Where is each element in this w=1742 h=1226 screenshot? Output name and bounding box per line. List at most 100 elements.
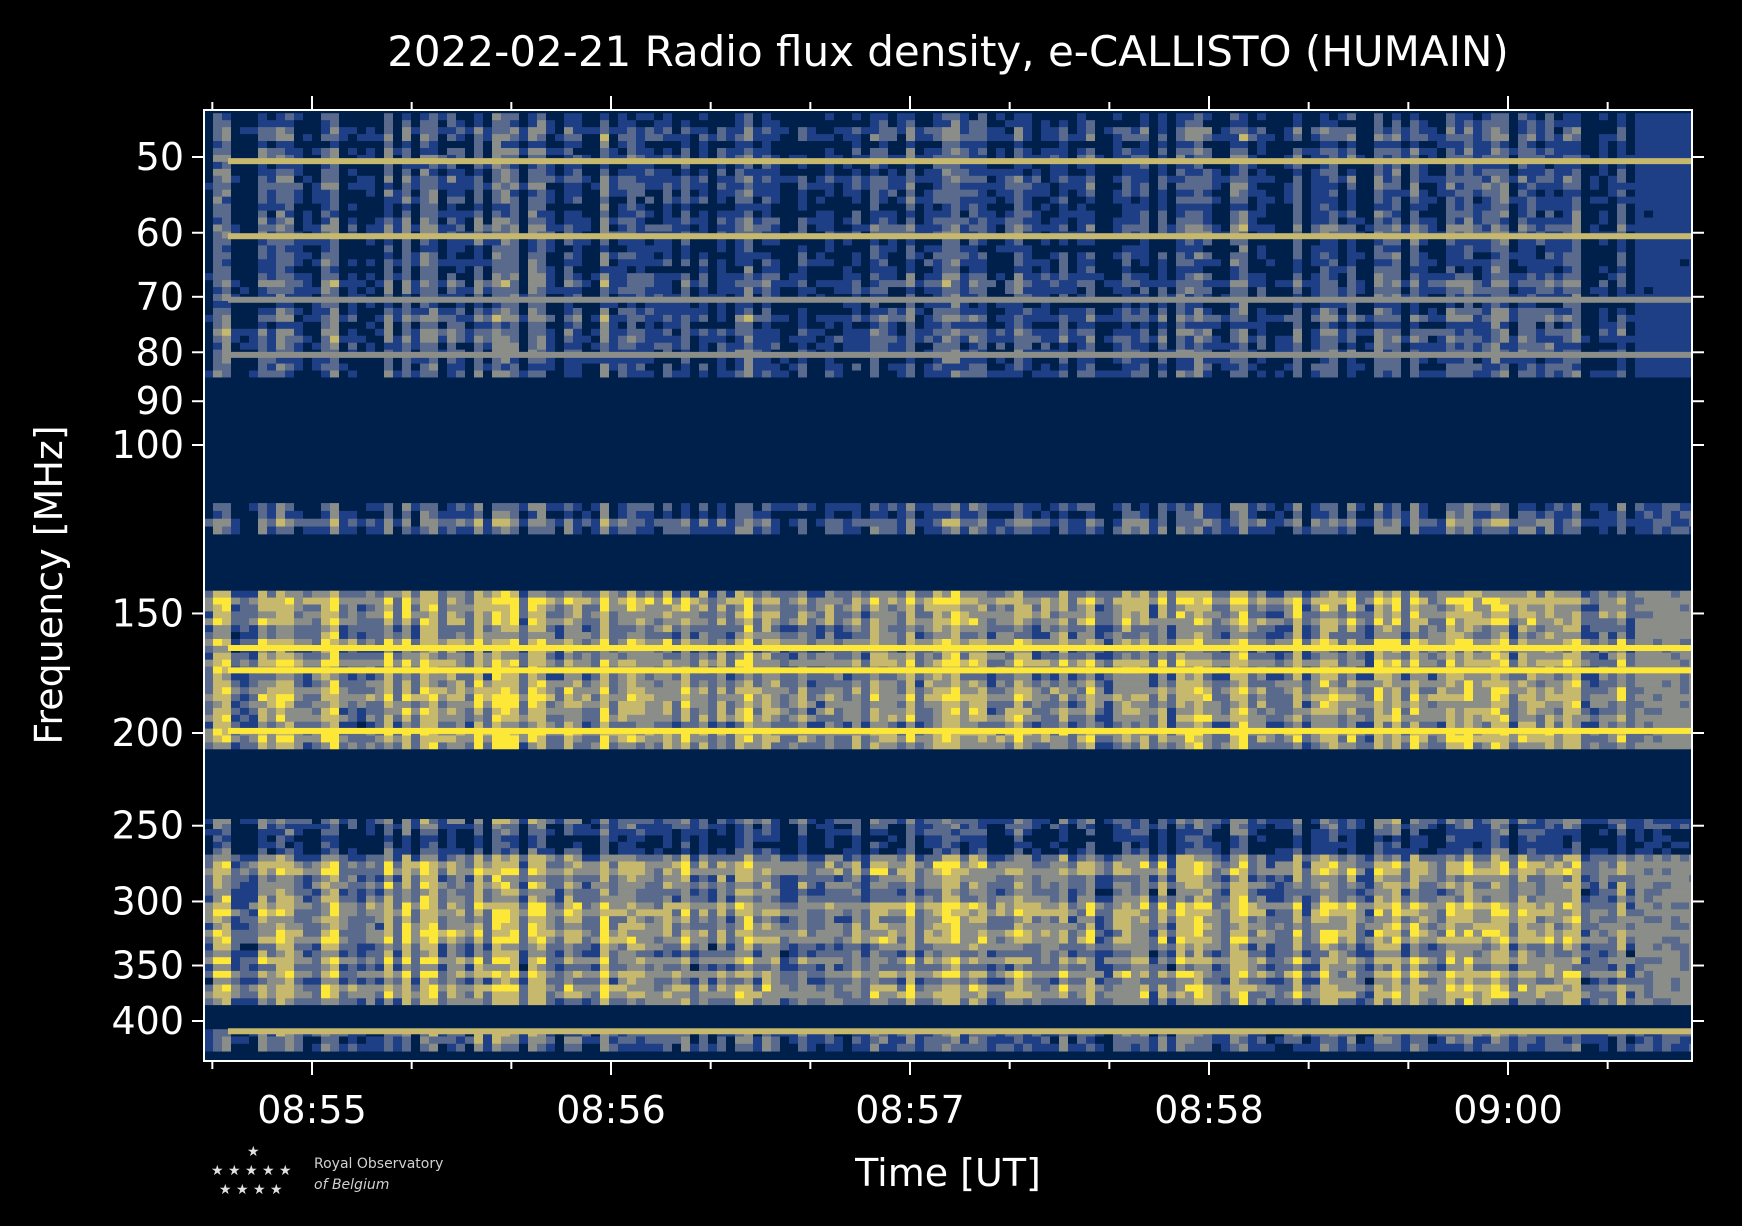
band-cell [510, 113, 520, 121]
band-cell [1365, 314, 1375, 323]
band-cell [1554, 168, 1564, 177]
band-cell [1059, 210, 1069, 219]
band-cell [1275, 203, 1285, 212]
band-cell [1527, 134, 1537, 142]
band-cell [1410, 134, 1420, 142]
band-cell [852, 147, 862, 156]
band-cell [663, 134, 673, 142]
band-cell [753, 161, 763, 170]
band-cell [1401, 217, 1411, 225]
band-cell [546, 217, 556, 225]
band-cell [1284, 217, 1294, 225]
band-cell [708, 300, 718, 309]
band-cell [1086, 120, 1096, 128]
band-cell [447, 266, 457, 274]
band-cell [906, 182, 916, 191]
band-cell [285, 175, 295, 184]
band-cell [375, 161, 385, 170]
band-cell [465, 287, 475, 295]
band-cell [1005, 273, 1015, 281]
band-cell [933, 175, 943, 184]
band-cell [1338, 168, 1348, 177]
band-cell [627, 141, 637, 149]
band-cell [483, 280, 493, 288]
band-cell [906, 224, 916, 232]
band-cell [1572, 300, 1582, 309]
band-cell [1293, 196, 1303, 205]
band-cell [276, 134, 286, 142]
band-cell [222, 141, 232, 149]
band-cell [1005, 245, 1015, 253]
band-cell [1176, 224, 1186, 232]
band-cell [384, 217, 394, 225]
band-cell [987, 113, 997, 121]
band-cell [555, 266, 565, 274]
band-cell [1212, 134, 1222, 142]
band-cell [645, 161, 655, 170]
band-cell [519, 314, 529, 323]
band-cell [690, 238, 700, 246]
band-cell [447, 168, 457, 177]
band-cell [1689, 266, 1692, 274]
band-cell [1617, 203, 1627, 212]
band-cell [834, 127, 844, 135]
band-cell [1482, 273, 1492, 281]
band-cell [429, 266, 439, 274]
band-cell [1302, 189, 1312, 198]
band-cell [735, 175, 745, 184]
band-cell [618, 252, 628, 260]
band-cell [843, 307, 853, 316]
band-cell [1356, 147, 1366, 156]
band-cell [1185, 245, 1195, 253]
band-cell [618, 168, 628, 177]
band-cell [1266, 203, 1276, 212]
band-cell [663, 314, 673, 323]
band-cell [330, 217, 340, 225]
band-cell [897, 245, 907, 253]
band-cell [1464, 175, 1474, 184]
band-cell [213, 231, 223, 239]
band-cell [771, 161, 781, 170]
band-cell [1581, 252, 1591, 260]
band-cell [897, 134, 907, 142]
band-cell [582, 182, 592, 191]
band-cell [798, 224, 808, 232]
band-cell [1671, 252, 1681, 260]
band-cell [1410, 259, 1420, 267]
band-cell [1419, 259, 1429, 267]
band-cell [231, 196, 241, 205]
band-cell [1194, 113, 1204, 121]
band-cell [1032, 210, 1042, 219]
band-cell [987, 120, 997, 128]
band-cell [600, 266, 610, 274]
band-cell [1536, 120, 1546, 128]
band-cell [771, 113, 781, 121]
band-cell [654, 147, 664, 156]
band-cell [996, 141, 1006, 149]
band-cell [933, 113, 943, 121]
band-cell [564, 280, 574, 288]
band-cell [294, 217, 304, 225]
band-cell [1050, 210, 1060, 219]
band-cell [1059, 307, 1069, 316]
band-cell [1275, 127, 1285, 135]
band-cell [1077, 120, 1087, 128]
band-cell [924, 147, 934, 156]
band-cell [1437, 203, 1447, 212]
band-cell [834, 238, 844, 246]
band-cell [753, 113, 763, 121]
band-cell [771, 259, 781, 267]
band-cell [1662, 203, 1672, 212]
band-cell [1635, 168, 1645, 177]
band-cell [600, 280, 610, 288]
band-cell [897, 196, 907, 205]
band-cell [1077, 280, 1087, 288]
band-cell [330, 224, 340, 232]
band-cell [1311, 182, 1321, 191]
band-cell [1356, 217, 1366, 225]
band-cell [1482, 120, 1492, 128]
band-cell [1455, 224, 1465, 232]
band-cell [960, 217, 970, 225]
band-cell [1653, 307, 1663, 316]
band-cell [879, 273, 889, 281]
